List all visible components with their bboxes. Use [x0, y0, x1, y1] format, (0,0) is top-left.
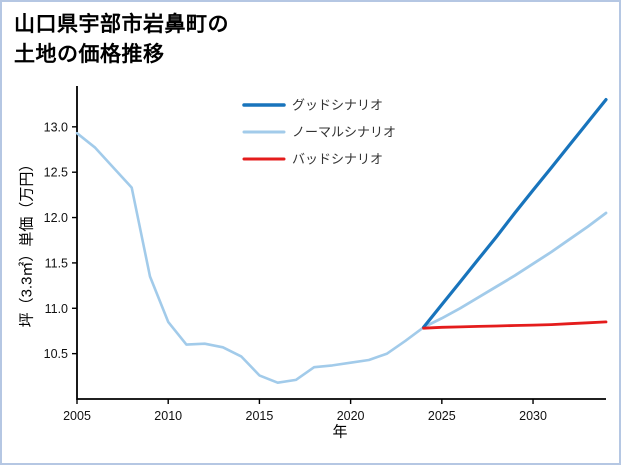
- chart-title-line1: 山口県宇部市岩鼻町の: [14, 13, 229, 36]
- y-tick-label: 12.0: [44, 211, 68, 225]
- line-historical-scenario: [75, 131, 425, 385]
- legend-label-bad: バッドシナリオ: [292, 152, 383, 167]
- legend-label-good: グッドシナリオ: [292, 98, 383, 113]
- line-bad-scenario: [422, 320, 608, 330]
- x-tick-label: 2010: [154, 409, 182, 423]
- line-good-scenario: [422, 97, 608, 329]
- x-tick-label: 2025: [428, 409, 456, 423]
- chart-title: 山口県宇部市岩鼻町の 土地の価格推移: [14, 10, 229, 71]
- x-tick-label: 2005: [63, 409, 91, 423]
- chart-title-line2: 土地の価格推移: [14, 43, 165, 67]
- x-axis-label: 年: [332, 423, 348, 441]
- y-tick-label: 11.0: [45, 302, 68, 316]
- line-normal-scenario: [422, 211, 608, 329]
- x-tick-label: 2020: [337, 409, 365, 423]
- y-tick-label: 13.0: [44, 120, 68, 134]
- y-tick-label: 11.5: [45, 256, 68, 270]
- x-tick-label: 2015: [246, 409, 274, 423]
- y-tick-label: 12.5: [44, 166, 68, 180]
- x-tick-label: 2030: [519, 409, 547, 423]
- legend-label-normal: ノーマルシナリオ: [292, 125, 396, 140]
- y-tick-label: 10.5: [44, 347, 68, 361]
